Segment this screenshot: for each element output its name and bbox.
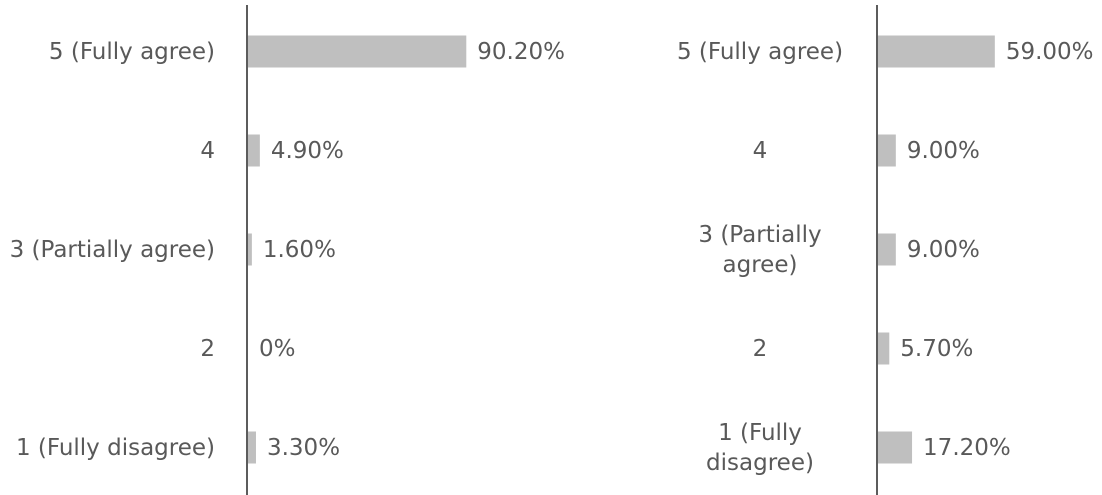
category-label: 1 (Fully disagree) [706, 419, 814, 476]
value-label: 17.20% [923, 434, 1011, 461]
bar [878, 431, 913, 464]
category-label: 4 [200, 137, 215, 164]
category-label: 1 (Fully disagree) [15, 434, 215, 461]
bar [248, 431, 256, 464]
value-label: 9.00% [906, 137, 980, 164]
value-label: 59.00% [1005, 38, 1094, 65]
category-label: 4 [752, 137, 768, 164]
category-label: 2 [200, 335, 215, 362]
category-label: 3 (Partially agree) [698, 221, 822, 278]
value-label: 4.90% [270, 137, 344, 164]
value-label: 5.70% [900, 335, 974, 362]
bar [878, 233, 896, 266]
bar [878, 134, 896, 167]
category-label: 5 (Fully agree) [48, 38, 215, 65]
value-label: 9.00% [906, 236, 980, 263]
bar [878, 332, 890, 365]
value-label: 3.30% [266, 434, 341, 461]
value-label: 1.60% [262, 236, 336, 263]
category-label: 2 [752, 335, 768, 362]
value-label: 90.20% [477, 38, 565, 65]
category-label: 3 (Partially agree) [9, 236, 215, 263]
bar [248, 233, 252, 266]
bar [248, 134, 260, 167]
value-label: 0% [259, 335, 296, 362]
bar [878, 35, 995, 68]
bar [248, 35, 467, 68]
category-label: 5 (Fully agree) [676, 38, 844, 65]
